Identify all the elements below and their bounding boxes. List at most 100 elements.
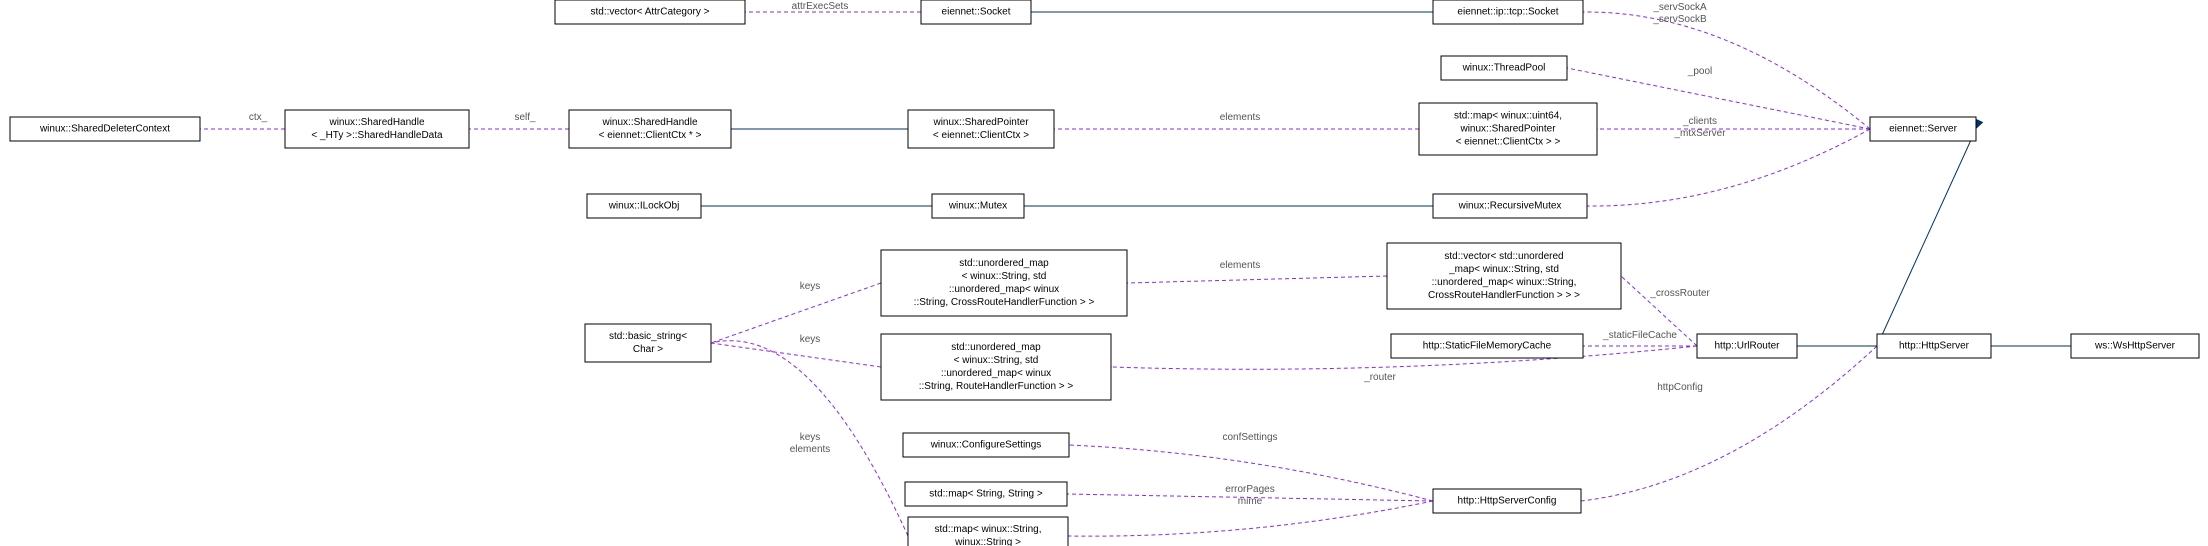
node-label: winux::ILockObj	[608, 201, 680, 212]
class-node[interactable]: winux::ConfigureSettings	[903, 433, 1069, 457]
edge-label: confSettings	[1222, 432, 1277, 443]
node-label: std::map< winux::String,	[935, 524, 1042, 535]
edge-label: keys	[800, 281, 821, 292]
node-box	[585, 324, 711, 362]
node-label: winux::Mutex	[948, 201, 1007, 212]
node-label: std::unordered_map	[959, 258, 1049, 269]
edge	[1127, 276, 1387, 283]
node-label: ::unordered_map< winux::String,	[1432, 277, 1577, 288]
node-box	[569, 110, 731, 148]
node-label: http::StaticFileMemoryCache	[1423, 341, 1552, 352]
edge-label: httpConfig	[1657, 382, 1703, 393]
edge	[1567, 68, 1870, 129]
node-label: eiennet::ip::tcp::Socket	[1457, 7, 1558, 18]
node-label: winux::String >	[954, 537, 1021, 546]
node-label: std::unordered_map	[951, 342, 1041, 353]
node-label: < eiennet::ClientCtx >	[933, 130, 1029, 141]
node-label: http::HttpServer	[1899, 341, 1970, 352]
edge-label: _staticFileCache	[1602, 330, 1677, 341]
node-label: winux::SharedPointer	[932, 117, 1029, 128]
edge	[711, 283, 881, 343]
node-label: std::vector< AttrCategory >	[591, 7, 710, 18]
node-label: _map< winux::String, std	[1448, 264, 1559, 275]
node-label: std::map< winux::uint64,	[1454, 111, 1562, 122]
edge-label: _crossRouter	[1649, 288, 1710, 299]
class-node[interactable]: ws::WsHttpServer	[2071, 334, 2199, 358]
class-node[interactable]: std::unordered_map< winux::String, std::…	[881, 334, 1111, 400]
edge-label: attrExecSets	[792, 1, 849, 12]
node-label: ::unordered_map< winux	[949, 284, 1059, 295]
edge	[1587, 129, 1870, 206]
edge-label: elements	[790, 444, 831, 455]
node-label: winux::RecursiveMutex	[1458, 201, 1562, 212]
edge-label: _servSockB	[1652, 14, 1707, 25]
edge-label: errorPages	[1225, 484, 1274, 495]
class-node[interactable]: http::StaticFileMemoryCache	[1391, 334, 1583, 358]
edge-label: self_	[514, 112, 536, 123]
class-node[interactable]: std::map< winux::String,winux::String >	[908, 517, 1068, 546]
node-label: eiennet::Server	[1889, 124, 1957, 135]
edge-label: elements	[1220, 260, 1261, 271]
node-label: ws::WsHttpServer	[2094, 341, 2176, 352]
edge-label: keys	[800, 432, 821, 443]
edge-label: _clients	[1682, 116, 1717, 127]
edge	[1581, 346, 1877, 501]
node-label: winux::SharedPointer	[1459, 124, 1556, 135]
class-diagram: attrExecSets_servSockA_servSockB_poolctx…	[0, 0, 2208, 546]
node-label: std::map< String, String >	[929, 489, 1043, 500]
class-node[interactable]: std::map< String, String >	[905, 482, 1067, 506]
node-label: winux::ConfigureSettings	[930, 440, 1042, 451]
node-label: std::vector< std::unordered	[1444, 251, 1563, 262]
edge-label: keys	[800, 334, 821, 345]
class-node[interactable]: winux::SharedHandle< _HTy >::SharedHandl…	[285, 110, 469, 148]
node-label: ::String, RouteHandlerFunction > >	[919, 381, 1074, 392]
class-node[interactable]: eiennet::Server	[1870, 117, 1976, 141]
class-node[interactable]: winux::Mutex	[932, 194, 1024, 218]
node-label: http::UrlRouter	[1714, 341, 1780, 352]
node-label: winux::SharedHandle	[601, 117, 697, 128]
edge-label: _servSockA	[1652, 2, 1707, 13]
edge-label: _router	[1363, 372, 1396, 383]
class-node[interactable]: std::vector< AttrCategory >	[555, 0, 745, 24]
node-label: std::basic_string<	[609, 331, 687, 342]
class-node[interactable]: winux::SharedDeleterContext	[10, 117, 200, 141]
class-node[interactable]: http::UrlRouter	[1697, 334, 1797, 358]
class-node[interactable]: std::vector< std::unordered_map< winux::…	[1387, 243, 1621, 309]
node-label: ::String, CrossRouteHandlerFunction > >	[914, 297, 1095, 308]
class-node[interactable]: std::basic_string<Char >	[585, 324, 711, 362]
class-node[interactable]: http::HttpServer	[1877, 334, 1991, 358]
node-label: winux::SharedDeleterContext	[39, 124, 170, 135]
class-node[interactable]: winux::RecursiveMutex	[1433, 194, 1587, 218]
class-node[interactable]: winux::SharedPointer< eiennet::ClientCtx…	[908, 110, 1054, 148]
node-label: < eiennet::ClientCtx > >	[1456, 137, 1561, 148]
edge	[1583, 12, 1870, 129]
arrowhead	[1976, 119, 1983, 129]
class-node[interactable]: std::unordered_map< winux::String, std::…	[881, 250, 1127, 316]
class-node[interactable]: winux::ILockObj	[587, 194, 701, 218]
node-label: winux::ThreadPool	[1462, 63, 1546, 74]
node-label: eiennet::Socket	[942, 7, 1011, 18]
node-label: Char >	[633, 344, 663, 355]
edge	[711, 343, 881, 367]
edge-label: _pool	[1687, 66, 1712, 77]
class-node[interactable]: std::map< winux::uint64,winux::SharedPoi…	[1419, 103, 1597, 155]
node-label: winux::SharedHandle	[328, 117, 424, 128]
class-node[interactable]: eiennet::Socket	[921, 0, 1031, 24]
edge	[1877, 129, 1976, 346]
edge-label: mime	[1238, 496, 1263, 507]
class-node[interactable]: eiennet::ip::tcp::Socket	[1433, 0, 1583, 24]
node-label: ::unordered_map< winux	[941, 368, 1051, 379]
edge-label: elements	[1220, 112, 1261, 123]
class-node[interactable]: http::HttpServerConfig	[1433, 489, 1581, 513]
node-box	[908, 110, 1054, 148]
node-label: < _HTy >::SharedHandleData	[311, 130, 443, 141]
node-box	[285, 110, 469, 148]
node-label: < eiennet::ClientCtx * >	[599, 130, 702, 141]
node-label: < winux::String, std	[954, 355, 1039, 366]
class-node[interactable]: winux::ThreadPool	[1441, 56, 1567, 80]
node-label: < winux::String, std	[962, 271, 1047, 282]
node-label: CrossRouteHandlerFunction > > >	[1428, 290, 1580, 301]
node-label: http::HttpServerConfig	[1458, 496, 1557, 507]
edge-label: _mtxServer	[1673, 128, 1726, 139]
class-node[interactable]: winux::SharedHandle< eiennet::ClientCtx …	[569, 110, 731, 148]
